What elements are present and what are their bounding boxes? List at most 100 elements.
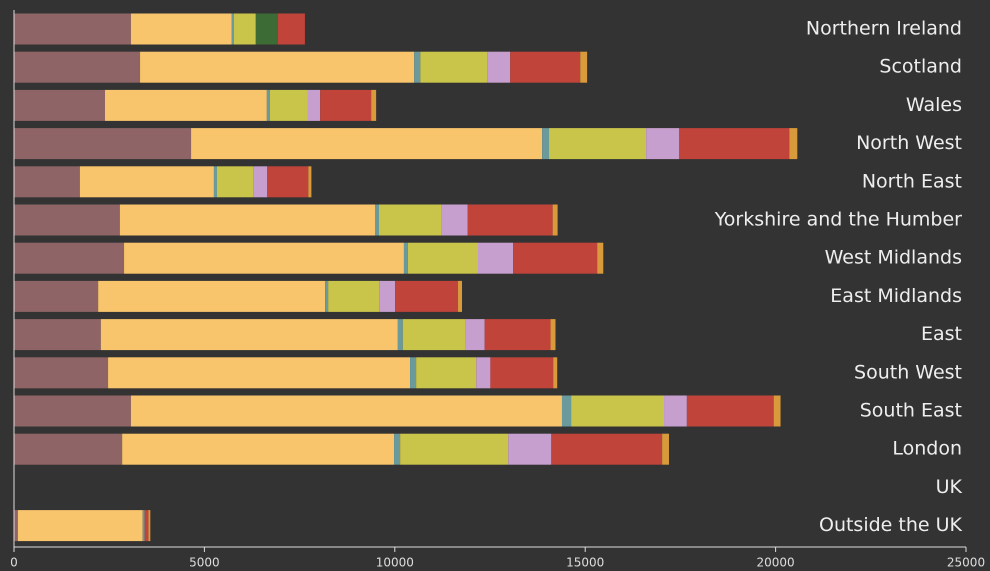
bar-segment	[308, 166, 312, 198]
bar-segment	[14, 89, 106, 121]
category-label: North West	[856, 132, 962, 154]
bar-segment	[14, 280, 99, 312]
x-tick-label: 5000	[189, 556, 220, 570]
bar-segment	[100, 319, 398, 351]
bar-segment	[552, 204, 558, 236]
bar-segment	[130, 395, 562, 427]
bar-segment	[79, 166, 214, 198]
bar-segment	[130, 13, 232, 45]
bar-segment	[378, 204, 442, 236]
bar-segment	[14, 13, 131, 45]
category-label: South West	[854, 361, 962, 383]
bar-segment	[542, 128, 550, 160]
bar-segment	[148, 510, 151, 542]
category-label: East Midlands	[830, 285, 962, 307]
bar-segment	[402, 319, 466, 351]
bar-segment	[487, 51, 511, 83]
bar-segment	[320, 89, 372, 121]
bar-segment	[14, 357, 109, 389]
category-label: West Midlands	[825, 247, 962, 269]
bar-segment	[410, 357, 417, 389]
bar-segment	[14, 319, 101, 351]
bar-segment	[108, 357, 411, 389]
bar-segment	[551, 433, 663, 465]
bar-segment	[231, 13, 234, 45]
bar-segment	[664, 395, 687, 427]
bar-segment	[458, 280, 463, 312]
category-label: Outside the UK	[819, 514, 963, 536]
bar-segment	[395, 280, 459, 312]
bar-segment	[269, 89, 308, 121]
bar-segment	[124, 242, 404, 274]
bar-segment	[140, 51, 415, 83]
bar-segment	[105, 89, 267, 121]
bar-segment	[508, 433, 552, 465]
bar-segment	[550, 319, 556, 351]
x-tick-label: 15000	[566, 556, 604, 570]
bar-segment	[142, 510, 145, 542]
bar-segment	[397, 319, 403, 351]
bar-segment	[686, 395, 774, 427]
bar-segment	[394, 433, 401, 465]
bar-segment	[420, 51, 488, 83]
bar-segment	[597, 242, 604, 274]
bar-segment	[490, 357, 554, 389]
bar-segment	[679, 128, 790, 160]
bar-segment	[646, 128, 680, 160]
bar-segment	[789, 128, 798, 160]
bar-segment	[14, 128, 192, 160]
bar-segment	[561, 395, 572, 427]
bar-segment	[14, 433, 123, 465]
bar-segment	[476, 357, 491, 389]
bar-segment	[571, 395, 665, 427]
bar-segment	[325, 280, 329, 312]
category-label: South East	[860, 400, 962, 422]
bar-segment	[122, 433, 395, 465]
category-label: Yorkshire and the Humber	[714, 209, 962, 231]
bar-segment	[553, 357, 558, 389]
bar-segment	[191, 128, 543, 160]
bar-segment	[478, 242, 514, 274]
category-label: Scotland	[879, 56, 962, 78]
category-label: London	[892, 438, 962, 460]
bar-segment	[216, 166, 254, 198]
bar-segment	[14, 510, 18, 542]
bar-segment	[379, 280, 396, 312]
x-tick-label: 25000	[947, 556, 985, 570]
bar-segment	[98, 280, 326, 312]
bar-segment	[513, 242, 598, 274]
bar-segment	[400, 433, 509, 465]
bar-segment	[580, 51, 588, 83]
bar-segment	[119, 204, 375, 236]
bar-segment	[14, 204, 120, 236]
bar-segment	[414, 51, 421, 83]
category-label: North East	[862, 170, 962, 192]
bar-segment	[416, 357, 477, 389]
x-tick-label: 20000	[757, 556, 795, 570]
bar-segment	[253, 166, 268, 198]
bar-segment	[328, 280, 380, 312]
bar-segment	[144, 510, 149, 542]
bar-segment	[465, 319, 485, 351]
bar-segment	[374, 204, 379, 236]
bar-segment	[14, 51, 141, 83]
category-label: UK	[936, 476, 963, 498]
bar-segment	[510, 51, 581, 83]
bar-segment	[17, 510, 143, 542]
bar-segment	[371, 89, 377, 121]
bar-segment	[14, 395, 131, 427]
bar-segment	[441, 204, 468, 236]
bar-segment	[233, 13, 256, 45]
bar-segment	[14, 166, 80, 198]
category-label: East	[921, 323, 962, 345]
bar-segment	[14, 242, 125, 274]
x-tick-label: 0	[10, 556, 18, 570]
bar-segment	[549, 128, 647, 160]
bar-segment	[407, 242, 479, 274]
bar-segment	[255, 13, 278, 45]
bar-segment	[467, 204, 553, 236]
x-tick-label: 10000	[376, 556, 414, 570]
bar-segment	[773, 395, 781, 427]
bar-segment	[277, 13, 305, 45]
